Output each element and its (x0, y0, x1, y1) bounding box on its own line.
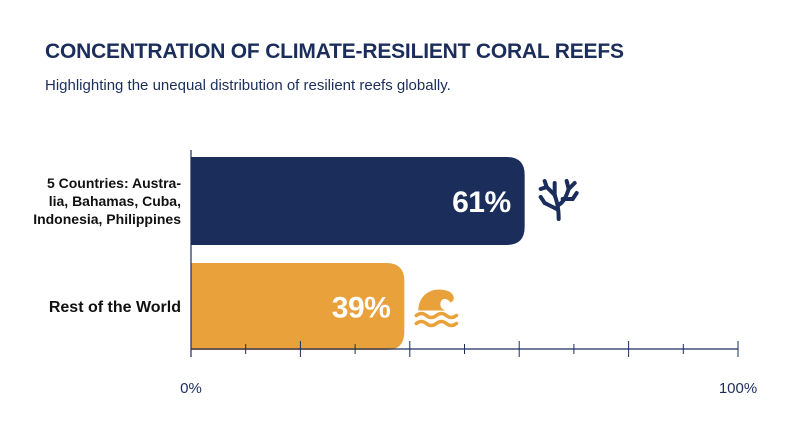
chart-title: CONCENTRATION OF CLIMATE-RESILIENT CORAL… (45, 40, 624, 63)
coral-icon (538, 179, 579, 221)
bar-value-label-2: 39% (332, 292, 391, 325)
category-label-1: 5 Countries: Austra-lia, Bahamas, Cuba, I… (33, 175, 181, 227)
wave-icon (414, 289, 459, 328)
bar-2 (191, 263, 405, 350)
x-tick-label-max: 100% (719, 380, 757, 397)
chart-subtitle: Highlighting the unequal distribution of… (45, 77, 451, 94)
bar-value-label-1: 61% (452, 186, 511, 219)
x-tick-label-min: 0% (180, 380, 202, 397)
category-label-2: Rest of the World (49, 299, 181, 316)
bar-1 (191, 157, 525, 245)
